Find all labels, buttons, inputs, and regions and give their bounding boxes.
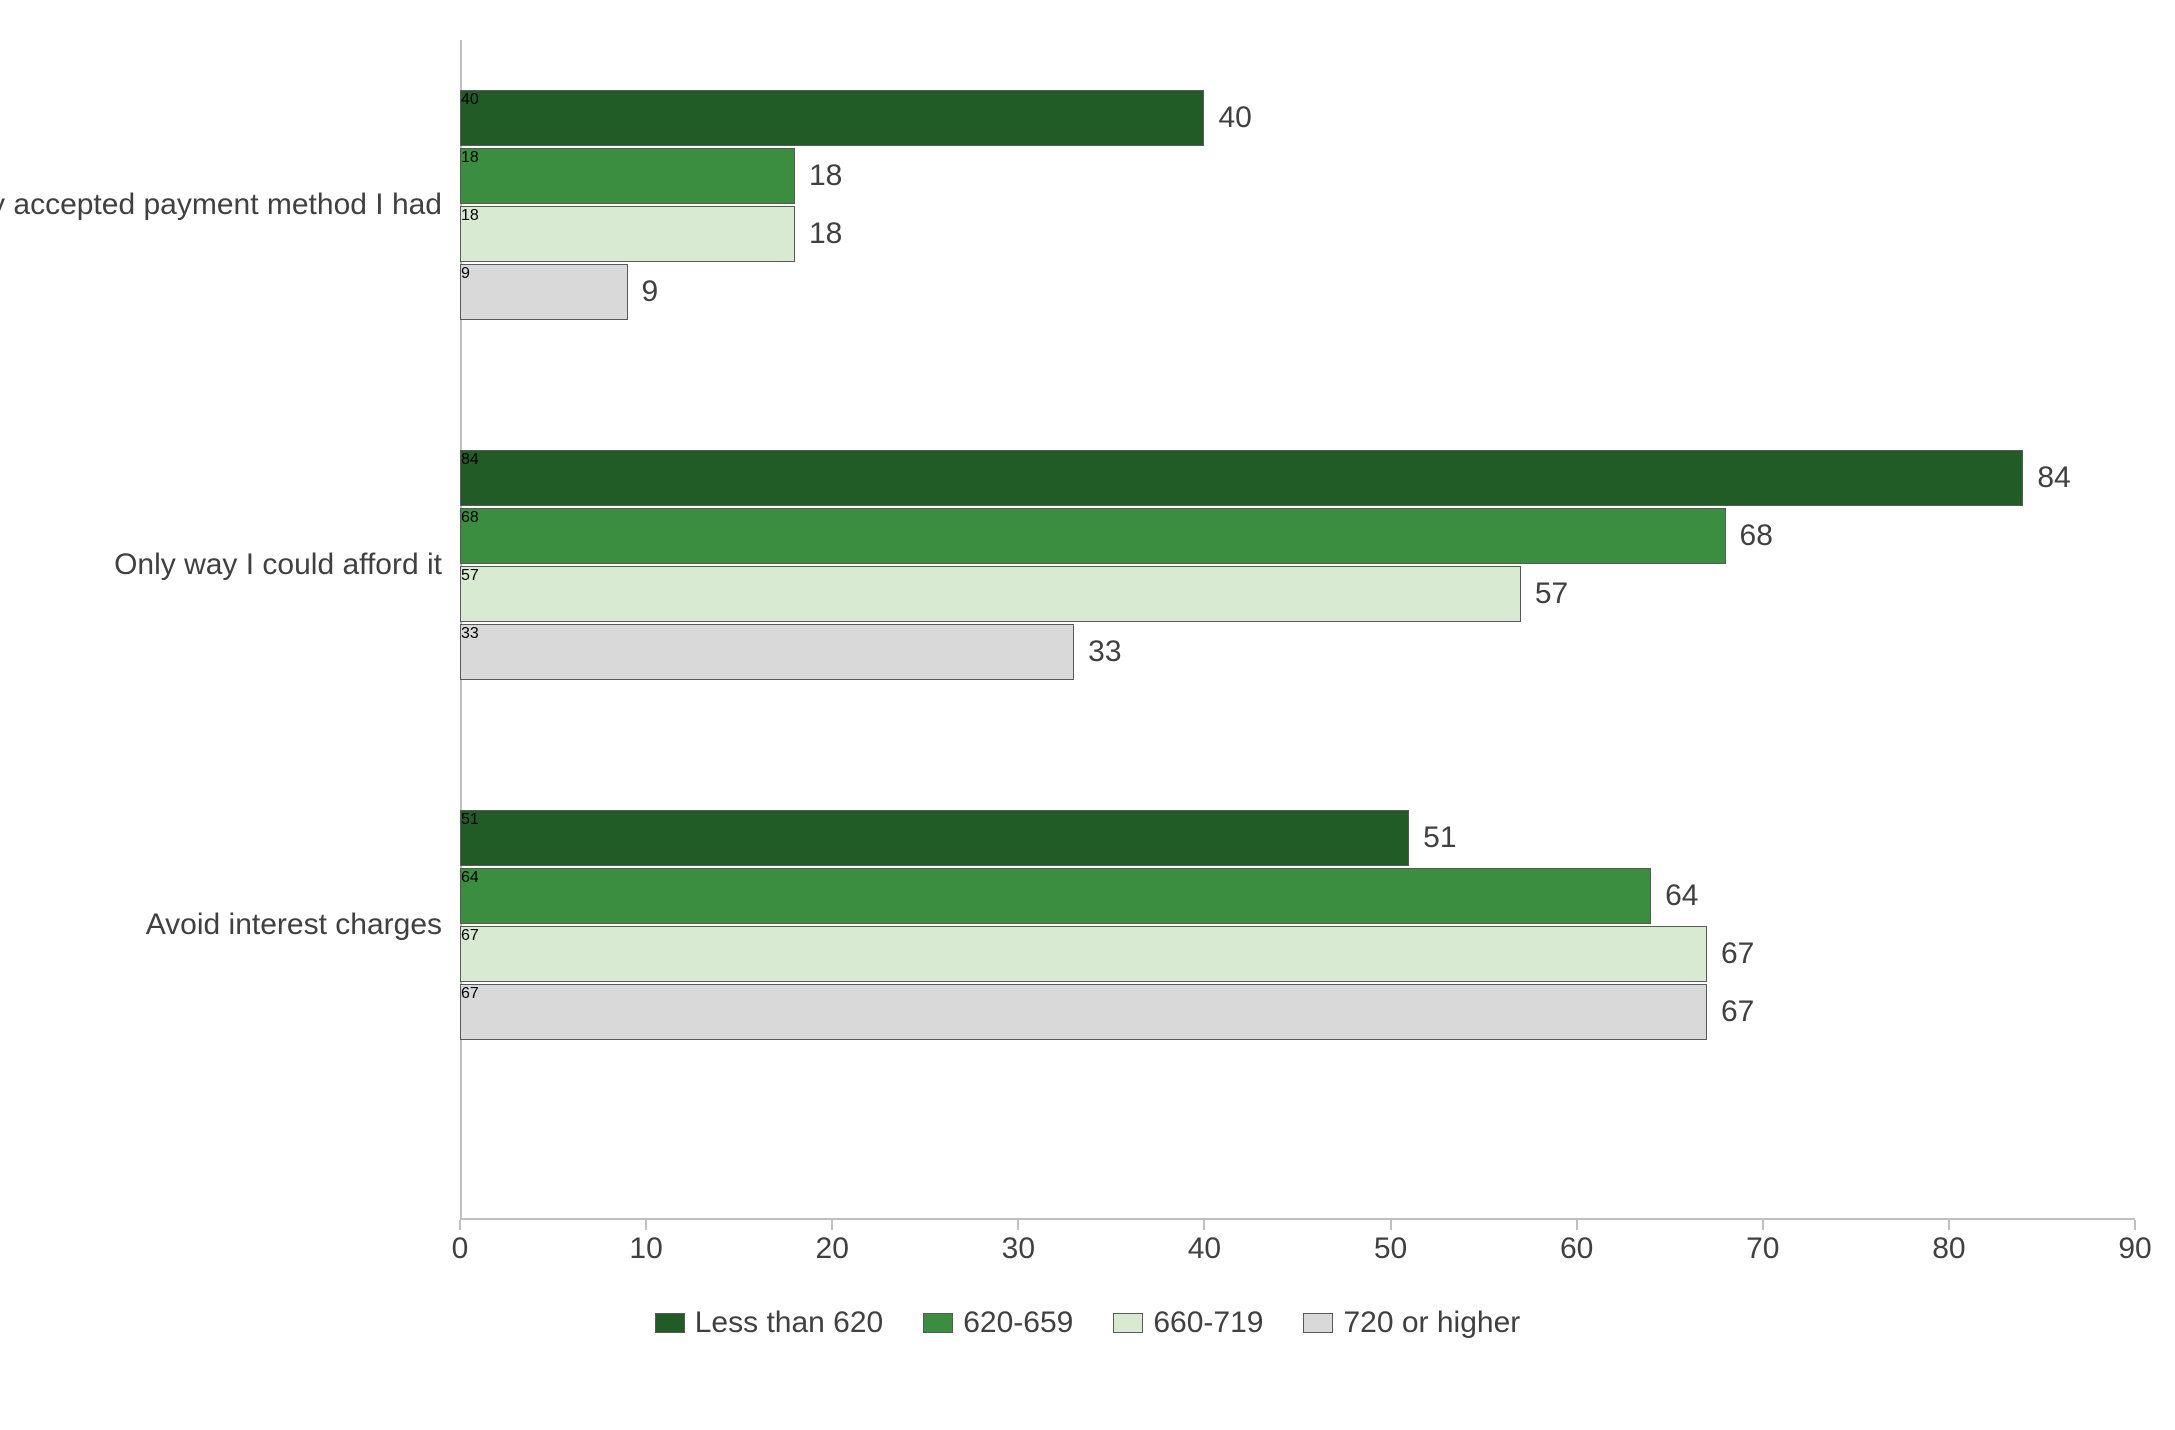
bar-value-label: 9: [642, 275, 659, 309]
bar-row: 99: [460, 264, 2135, 320]
legend-swatch: [1303, 1313, 1333, 1333]
x-tick-label: 70: [1746, 1232, 1779, 1266]
bar-value-label: 64: [1665, 879, 1698, 913]
bar-value-label: 67: [1721, 995, 1754, 1029]
x-tick-label: 80: [1932, 1232, 1965, 1266]
bar: 67: [460, 984, 1707, 1040]
legend-item: 660-719: [1113, 1306, 1263, 1340]
bar-row: 1818: [460, 206, 2135, 262]
legend-item: Less than 620: [655, 1306, 883, 1340]
bar-row: 67 67: [460, 984, 2135, 1040]
bar-row: 51 51: [460, 810, 2135, 866]
bar-value-label: 68: [1740, 519, 1773, 553]
legend-swatch: [655, 1313, 685, 1333]
bar: 18: [460, 206, 795, 262]
bar-row: 57 57: [460, 566, 2135, 622]
bar: 84: [460, 450, 2023, 506]
bar-value-label: 40: [1218, 101, 1251, 135]
bar: 40: [460, 90, 1204, 146]
bar-value-label: 51: [1423, 821, 1456, 855]
bar-value-label: 33: [1088, 635, 1121, 669]
category-label: Avoid interest charges: [146, 907, 442, 943]
legend-label: 660-719: [1153, 1306, 1263, 1340]
x-tick-label: 20: [816, 1232, 849, 1266]
x-tick-label: 90: [2118, 1232, 2151, 1266]
x-tick-label: 10: [629, 1232, 662, 1266]
bar-value-label: 18: [809, 217, 842, 251]
bar-row: 67 67: [460, 926, 2135, 982]
category-label: Only accepted payment method I had: [0, 187, 442, 223]
bar-value-label: 84: [2037, 461, 2070, 495]
legend-item: 620-659: [923, 1306, 1073, 1340]
bar-row: 84 84: [460, 450, 2135, 506]
bar-row: 33 33: [460, 624, 2135, 680]
grouped-bar-chart: Only accepted payment method I hadOnly w…: [40, 40, 2135, 1340]
bar-row: 1818: [460, 148, 2135, 204]
x-tick-label: 50: [1374, 1232, 1407, 1266]
legend-label: 620-659: [963, 1306, 1073, 1340]
category-label: Only way I could afford it: [114, 547, 442, 583]
legend-item: 720 or higher: [1303, 1306, 1520, 1340]
bar-group: 5151646467676767: [460, 810, 2135, 1040]
bar-group: 8484686857573333: [460, 450, 2135, 680]
legend-label: Less than 620: [695, 1306, 883, 1340]
bar: 18: [460, 148, 795, 204]
y-axis-labels: Only accepted payment method I hadOnly w…: [40, 40, 460, 1220]
legend: Less than 620 620-659 660-719 720 or higher: [40, 1306, 2135, 1340]
bar: 68: [460, 508, 1726, 564]
bar-group: 40401818181899: [460, 90, 2135, 320]
x-tick-label: 60: [1560, 1232, 1593, 1266]
x-tick-label: 0: [452, 1232, 469, 1266]
bar: 64: [460, 868, 1651, 924]
bar-value-label: 57: [1535, 577, 1568, 611]
bar: 57: [460, 566, 1521, 622]
bar-value-label: 18: [809, 159, 842, 193]
bar-row: 64 64: [460, 868, 2135, 924]
legend-swatch: [923, 1313, 953, 1333]
bar-row: 68 68: [460, 508, 2135, 564]
bar: 33: [460, 624, 1074, 680]
legend-swatch: [1113, 1313, 1143, 1333]
x-tick-label: 40: [1188, 1232, 1221, 1266]
bar-value-label: 67: [1721, 937, 1754, 971]
x-axis-ticks: 0102030405060708090: [460, 1220, 2135, 1290]
bar-row: 40 40: [460, 90, 2135, 146]
bar: 67: [460, 926, 1707, 982]
bar: 9: [460, 264, 628, 320]
legend-label: 720 or higher: [1343, 1306, 1520, 1340]
bar: 51: [460, 810, 1409, 866]
plot-area: 4040181818189984846868575733335151646467…: [460, 40, 2135, 1220]
x-tick-label: 30: [1002, 1232, 1035, 1266]
